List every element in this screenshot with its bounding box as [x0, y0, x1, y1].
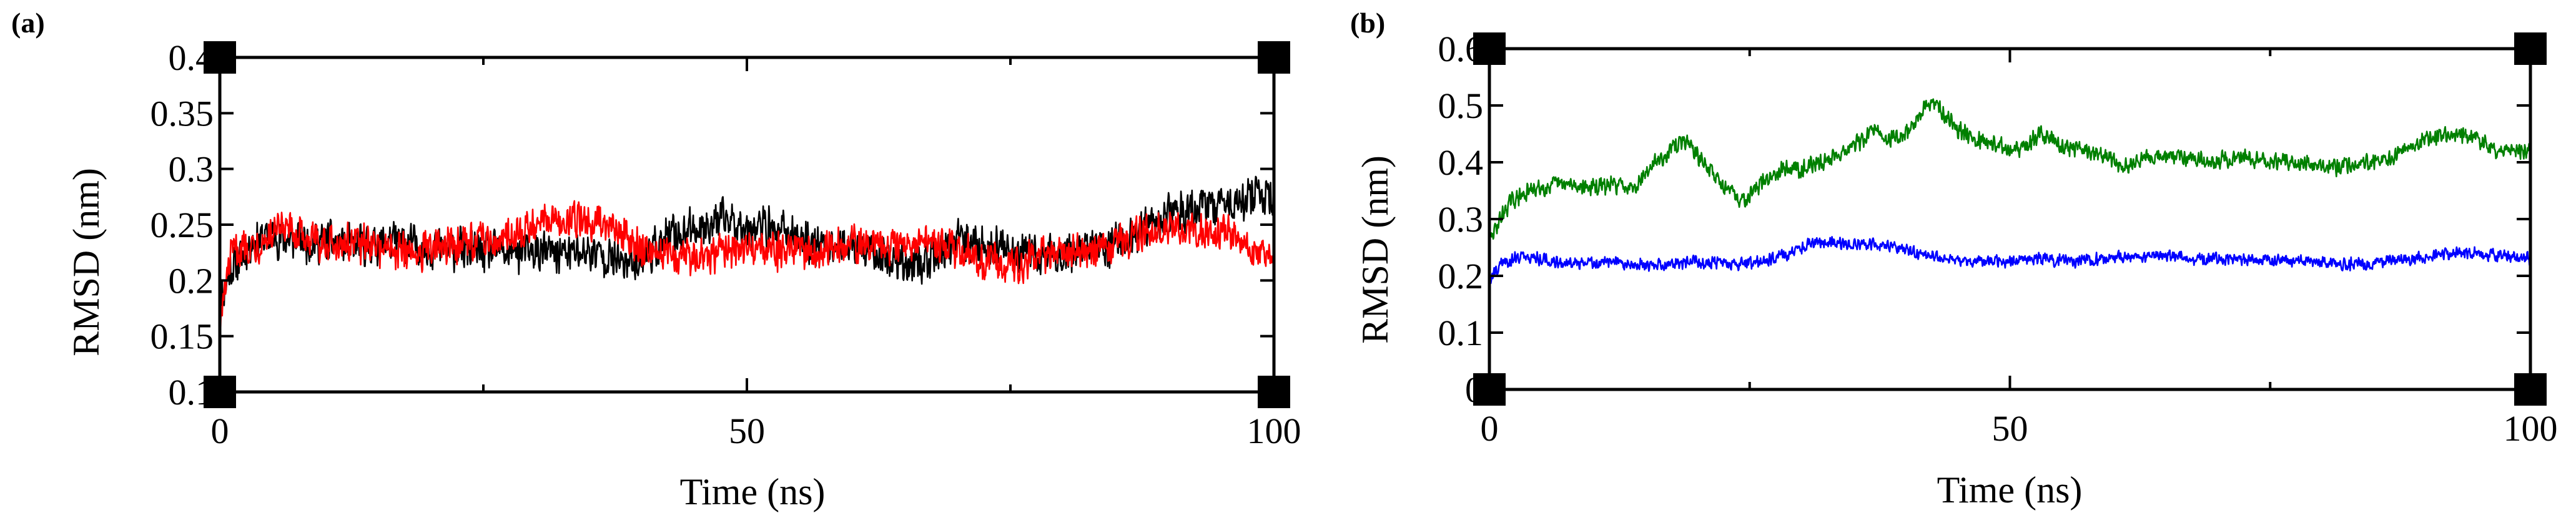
chart-a-series-2-line: [219, 200, 1275, 338]
chart-a-y-tick-label: 0.2: [169, 260, 214, 301]
chart-b-y-tick-label: 0.4: [1438, 142, 1484, 183]
chart-b-plot-frame: [1488, 47, 2532, 391]
chart-a-xlabel: Time (ns): [680, 471, 826, 512]
chart-b-x-tick-label: 0: [1481, 408, 1499, 449]
chart-a-corner-marker: [1258, 376, 1290, 408]
chart-a-y-tick-label: 0.15: [151, 316, 214, 357]
chart-b-y-tick-label: 0.1: [1438, 313, 1484, 353]
chart-b-y-tick-label: 0.2: [1438, 256, 1484, 296]
panel-label-a: (a): [11, 7, 45, 39]
chart-a-corner-marker: [204, 41, 236, 74]
chart-b-y-tick-label: 0.5: [1438, 86, 1484, 126]
panel-label-b: (b): [1350, 7, 1385, 39]
rmsd-chart-a: (a) 0 50 100 0.1 0.15 0.2 0.25 0.3 0.35 0.4 Time …: [11, 7, 1301, 512]
chart-b-canvas: (b) 05010000.10.20.30.40.50.6 Time (ns) …: [1350, 7, 2558, 511]
chart-b-corner-marker: [1473, 32, 1506, 65]
chart-a-y-tick-label: 0.3: [169, 149, 214, 190]
chart-b-corner-marker: [2514, 373, 2547, 406]
chart-b-series-layer: [1488, 98, 2532, 285]
rmsd-chart-b: (b) 05010000.10.20.30.40.50.6 Time (ns) …: [1336, 0, 2576, 518]
chart-a-x-tick-label: 50: [729, 411, 765, 451]
chart-b-corner-marker: [2514, 32, 2547, 65]
chart-a-x-tick-label: 0: [211, 411, 229, 451]
chart-b-x-tick-label: 100: [2504, 408, 2558, 449]
chart-b-axes: 05010000.10.20.30.40.50.6: [1438, 29, 2558, 449]
chart-a-ylabel: RMSD (nm): [66, 168, 107, 356]
chart-b-xlabel: Time (ns): [1937, 469, 2083, 511]
chart-a-x-tick-label: 100: [1247, 411, 1301, 451]
chart-b-x-tick-label: 50: [1992, 408, 2028, 449]
chart-b-ylabel: RMSD (nm): [1355, 155, 1396, 344]
chart-b-series-1-line: [1488, 98, 2532, 245]
chart-a-series-layer: [219, 175, 1275, 338]
chart-a-corner-marker: [1258, 41, 1290, 74]
chart-a-y-tick-label: 0.25: [151, 205, 214, 245]
chart-a-corner-marker: [204, 376, 236, 408]
chart-b-series-2-line: [1488, 236, 2531, 285]
chart-b-corner-marker: [1473, 373, 1506, 406]
chart-b-y-tick-label: 0.3: [1438, 199, 1484, 240]
chart-a-y-tick-label: 0.35: [151, 93, 214, 134]
